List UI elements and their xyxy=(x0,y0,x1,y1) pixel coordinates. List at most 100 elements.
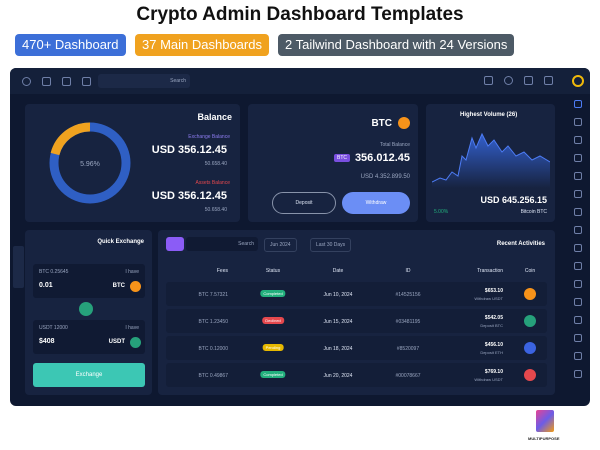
to-label: USDT 12000 xyxy=(39,325,68,331)
grid-icon[interactable] xyxy=(42,77,51,86)
page-title: Crypto Admin Dashboard Templates xyxy=(136,4,464,25)
transaction-type: Deposit ETH xyxy=(480,350,503,355)
sidebar-icon[interactable] xyxy=(574,136,582,144)
assets-label: Assets Balance xyxy=(195,180,230,186)
balance-title: Balance xyxy=(197,112,232,122)
sidebar-icon[interactable] xyxy=(574,280,582,288)
activities-title: Recent Activities xyxy=(496,241,545,247)
amount: $542.05 xyxy=(484,315,503,321)
logo-mark xyxy=(536,410,554,432)
menu-icon[interactable] xyxy=(544,76,553,85)
exchange-button[interactable]: Exchange xyxy=(33,363,145,387)
topbar xyxy=(10,68,590,94)
to-have: I have xyxy=(125,325,139,331)
date: Jun 20, 2024 xyxy=(323,373,353,379)
transaction-type: Withdraw USDT xyxy=(474,296,503,301)
sidebar-icon[interactable] xyxy=(574,208,582,216)
date: Jun 18, 2024 xyxy=(323,346,353,352)
total-label: Total Balance xyxy=(379,142,410,148)
column-header: Fees xyxy=(216,268,228,274)
from-box[interactable]: BTC 0.25645 I have 0.01 BTC xyxy=(33,264,145,298)
assets-sub: 50.658.40 xyxy=(204,207,227,213)
status: Completed xyxy=(260,371,286,378)
coin-icon xyxy=(524,315,536,327)
volume-value: USD 645.256.15 xyxy=(480,195,547,205)
volume-line xyxy=(432,132,550,183)
sidebar-icon[interactable] xyxy=(574,226,582,234)
badge: 37 Main Dashboards xyxy=(135,34,269,56)
settings-icon[interactable] xyxy=(22,77,31,86)
sidebar-icon[interactable] xyxy=(574,334,582,342)
activities-search-placeholder: Search xyxy=(238,241,254,247)
balance-card: 5.96% Balance Exchange Balance USD 356.1… xyxy=(25,104,240,222)
search-button[interactable] xyxy=(166,237,184,251)
amount: $769.10 xyxy=(484,369,503,375)
to-box[interactable]: USDT 12000 I have $408 USDT xyxy=(33,320,145,354)
expand-icon[interactable] xyxy=(82,77,91,86)
fees: BTC 0.12000 xyxy=(198,346,228,352)
search-box[interactable]: Search xyxy=(98,74,190,88)
activities-search[interactable]: Search xyxy=(186,237,258,251)
column-header: ID xyxy=(405,268,411,274)
volume-area xyxy=(432,134,550,188)
status: Pending xyxy=(262,344,284,351)
donut-chart: 5.96% xyxy=(49,122,131,204)
amount: $456.10 xyxy=(484,342,503,348)
btc-usd: USD 4.352.899.50 xyxy=(360,174,410,180)
search-placeholder: Search xyxy=(170,78,186,84)
sidebar-icon[interactable] xyxy=(574,352,582,360)
sidebar-icon[interactable] xyxy=(574,370,582,378)
transaction-type: Deposit BTC xyxy=(480,323,503,328)
side-tabs[interactable] xyxy=(13,246,24,288)
fees: BTC 7.57321 xyxy=(198,292,228,298)
chat-icon[interactable] xyxy=(524,76,533,85)
table-row xyxy=(166,363,547,387)
date: Jun 10, 2024 xyxy=(323,292,353,298)
id: #8520097 xyxy=(396,346,420,352)
id: #14525156 xyxy=(395,292,421,298)
logo: MULTIPURPOSE xyxy=(528,408,562,444)
to-coin: USDT xyxy=(108,339,125,345)
clipboard-icon[interactable] xyxy=(484,76,493,85)
brand-logo[interactable] xyxy=(572,75,584,87)
column-header: Status xyxy=(265,268,281,274)
exchange-sub: 50.658.40 xyxy=(204,161,227,167)
volume-coin: Bitcoin BTC xyxy=(520,209,547,215)
sidebar-icon[interactable] xyxy=(574,172,582,180)
logo-text: MULTIPURPOSE xyxy=(528,436,560,441)
bell-icon[interactable] xyxy=(62,77,71,86)
date: Jun 15, 2024 xyxy=(323,319,353,325)
from-coin-icon xyxy=(130,281,141,292)
to-amount: $408 xyxy=(39,338,55,345)
sidebar-icon[interactable] xyxy=(574,262,582,270)
sidebar-icon[interactable] xyxy=(574,244,582,252)
sidebar-icon[interactable] xyxy=(574,190,582,198)
sidebar-icon[interactable] xyxy=(574,100,582,108)
to-coin-icon xyxy=(130,337,141,348)
btc-total: 356.012.45 xyxy=(354,152,410,164)
status: Declined xyxy=(262,317,284,324)
sidebar-icon[interactable] xyxy=(574,118,582,126)
column-header: Date xyxy=(332,268,344,274)
coin-icon xyxy=(524,369,536,381)
activities-card: Search Jun 2024 Last 30 Days Recent Acti… xyxy=(158,230,555,395)
badge: 470+ Dashboard xyxy=(15,34,126,56)
sidebar xyxy=(570,96,588,396)
withdraw-button[interactable]: Withdraw xyxy=(342,192,410,214)
btc-icon xyxy=(398,117,410,129)
column-header: Transaction xyxy=(477,268,503,274)
donut-label: 5.96% xyxy=(80,161,100,168)
sidebar-icon[interactable] xyxy=(574,316,582,324)
transaction-type: Withdraw USDT xyxy=(474,377,503,382)
deposit-button[interactable]: Deposit xyxy=(272,192,336,214)
fees: BTC 0.49867 xyxy=(198,373,228,379)
volume-card: Highest Volume (26) USD 645.256.15 5.00%… xyxy=(426,104,555,222)
at-icon[interactable] xyxy=(504,76,513,85)
range-filter[interactable]: Last 30 Days xyxy=(310,238,352,252)
swap-button[interactable] xyxy=(79,302,93,316)
sidebar-icon[interactable] xyxy=(574,298,582,306)
month-filter[interactable]: Jun 2024 xyxy=(264,238,297,252)
sidebar-icon[interactable] xyxy=(574,154,582,162)
exchange-value: USD 356.12.45 xyxy=(151,144,227,156)
